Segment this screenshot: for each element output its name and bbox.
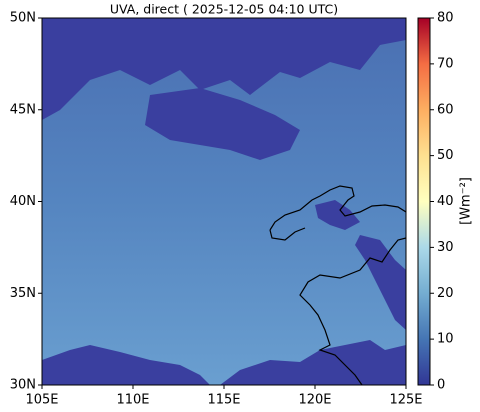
cloud-area bbox=[42, 18, 406, 120]
x-tick-label: 120E bbox=[298, 393, 331, 408]
y-tick-label: 50N bbox=[10, 11, 36, 26]
y-tick-label: 40N bbox=[10, 194, 36, 209]
colorbar-tick-label: 10 bbox=[437, 332, 454, 347]
colorbar-tick-label: 20 bbox=[437, 286, 454, 301]
x-tick-label: 115E bbox=[207, 393, 240, 408]
cloud-area bbox=[315, 200, 360, 230]
cloud-area bbox=[220, 340, 406, 385]
colorbar-tick-label: 0 bbox=[437, 378, 445, 393]
colorbar-tick-label: 70 bbox=[437, 56, 454, 71]
coastline bbox=[299, 237, 406, 385]
colorbar bbox=[417, 17, 431, 386]
colorbar-tick-label: 40 bbox=[437, 194, 454, 209]
colorbar-tick-label: 30 bbox=[437, 240, 454, 255]
x-tick-label: 105E bbox=[25, 393, 58, 408]
colorbar-label: [Wm⁻²] bbox=[459, 177, 474, 225]
coastline bbox=[269, 185, 406, 231]
y-tick-label: 45N bbox=[10, 102, 36, 117]
map-title: UVA, direct ( 2025-12-05 04:10 UTC) bbox=[110, 2, 338, 17]
y-tick-label: 35N bbox=[10, 286, 36, 301]
y-tick-label: 30N bbox=[10, 378, 36, 393]
colorbar-tick-label: 50 bbox=[437, 148, 454, 163]
colorbar-tick-label: 60 bbox=[437, 102, 454, 117]
cloud-area bbox=[145, 88, 300, 160]
coastline bbox=[269, 227, 306, 241]
x-tick-label: 110E bbox=[116, 393, 149, 408]
colorbar-tick-label: 80 bbox=[437, 11, 454, 26]
x-tick-label: 125E bbox=[389, 393, 422, 408]
map-field bbox=[42, 18, 406, 385]
cloud-area bbox=[42, 345, 210, 385]
cloud-area bbox=[355, 235, 406, 330]
